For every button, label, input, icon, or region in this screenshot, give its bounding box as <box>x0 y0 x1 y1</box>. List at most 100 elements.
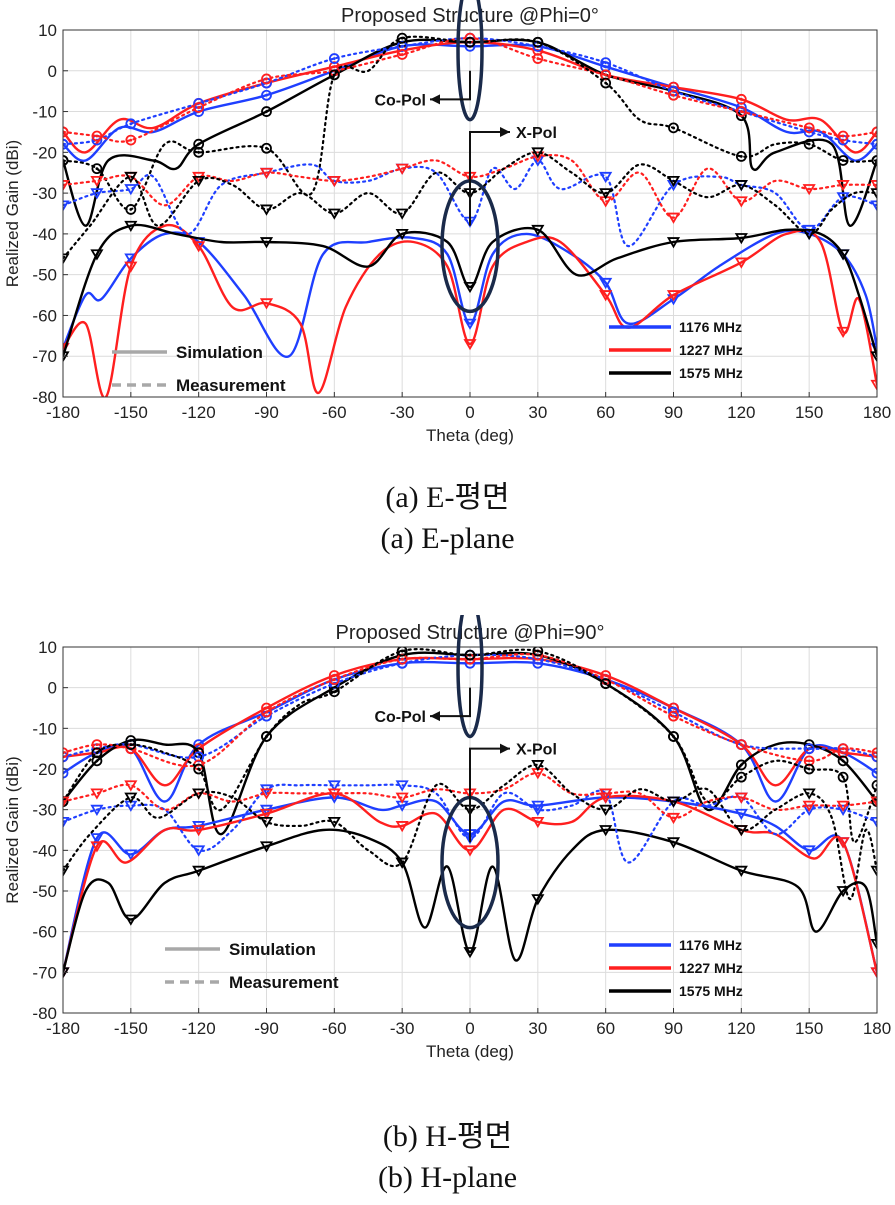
data-point-triangle <box>124 780 138 792</box>
data-point-circle <box>63 747 69 759</box>
series-group <box>63 32 877 397</box>
data-point-triangle <box>192 788 206 800</box>
data-point-circle <box>735 106 747 117</box>
y-tick-label: -30 <box>32 801 57 820</box>
data-point-dot <box>95 751 99 755</box>
data-point-circle <box>803 122 815 134</box>
data-point-circle <box>735 151 747 162</box>
data-point-triangle <box>327 208 341 220</box>
x-pol-arrow <box>469 747 510 843</box>
data-point-triangle <box>599 277 613 290</box>
data-point-circle <box>261 89 272 101</box>
data-point-triangle <box>463 947 477 959</box>
data-point-circle <box>668 89 679 101</box>
y-tick-label: -40 <box>32 225 57 244</box>
data-point-dot <box>468 40 472 44</box>
y-tick-label: -10 <box>32 719 57 738</box>
co-pol-arrow <box>430 687 471 718</box>
y-tick-label: 10 <box>38 21 57 40</box>
series-line-x-meas-blue <box>63 783 877 864</box>
data-point-triangle <box>463 339 477 351</box>
data-point-triangle <box>734 792 748 804</box>
data-point-triangle <box>531 804 545 816</box>
data-point-dot <box>332 73 336 77</box>
data-point-triangle <box>192 241 206 253</box>
data-point-circle <box>125 118 137 130</box>
data-point-dot <box>129 138 133 142</box>
data-point-triangle <box>395 792 409 804</box>
data-point-dot <box>129 122 133 126</box>
data-point-triangle <box>666 837 681 849</box>
data-point-dot <box>807 126 811 130</box>
data-point-triangle <box>666 212 681 224</box>
data-point-triangle <box>395 780 409 792</box>
co-pol-ellipse <box>456 615 484 739</box>
data-point-dot <box>536 57 540 60</box>
co-pol-arrowhead <box>430 94 440 105</box>
x-tick-label: -30 <box>390 1019 415 1038</box>
data-point-dot <box>332 678 336 681</box>
data-point-triangle <box>63 253 70 265</box>
y-tick-label: -70 <box>32 347 57 366</box>
y-tick-label: -40 <box>32 841 57 860</box>
data-point-dot <box>95 743 99 746</box>
x-pol-arrow <box>469 130 510 226</box>
chart-h-plane: -180 -150 -120 -90 -60 -30 0 30 60 90 120 150 180 10 0… <box>3 615 891 1061</box>
data-point-dot <box>265 146 268 150</box>
data-point-circle <box>396 49 408 60</box>
y-tick-label: -50 <box>32 882 57 901</box>
data-point-triangle <box>870 351 877 363</box>
data-point-circle <box>125 204 137 215</box>
data-point-dot <box>95 759 99 763</box>
data-point-triangle <box>259 788 274 800</box>
data-point-circle <box>328 686 340 698</box>
data-point-circle <box>600 77 612 89</box>
data-point-triangle <box>327 816 341 829</box>
chart-panel-e-plane: -180 -150 -120 -90 -60 -30 0 30 60 90 120 150 180 10 0… <box>0 0 895 580</box>
data-point-circle <box>871 767 877 779</box>
data-point-dot <box>197 106 201 109</box>
data-point-triangle <box>63 816 70 829</box>
data-point-triangle <box>90 175 104 188</box>
data-point-dot <box>197 767 201 771</box>
y-tick-label: -20 <box>32 143 57 162</box>
data-point-dot <box>332 57 336 60</box>
x-tick-label: -60 <box>322 403 347 422</box>
data-point-triangle <box>802 228 816 241</box>
data-point-circle <box>63 751 69 763</box>
data-point-circle <box>532 647 544 657</box>
data-point-dot <box>197 755 201 759</box>
data-point-triangle <box>531 151 545 163</box>
data-point-triangle <box>599 188 613 200</box>
data-point-triangle <box>802 788 816 800</box>
data-point-dot <box>400 44 404 48</box>
data-point-triangle <box>599 290 613 302</box>
data-point-triangle <box>836 837 850 849</box>
data-point-dot <box>841 159 845 162</box>
y-tick-label: -50 <box>32 266 57 285</box>
data-point-triangle <box>395 208 409 220</box>
data-point-dot <box>265 110 268 113</box>
data-point-triangle <box>836 800 850 812</box>
data-point-dot <box>841 747 845 751</box>
co-pol-arrowhead <box>430 711 440 722</box>
data-point-triangle <box>259 167 274 179</box>
data-point-triangle <box>63 796 70 808</box>
legend-freq-label: 1575 MHz <box>679 365 743 381</box>
data-point-dot <box>332 690 336 694</box>
data-point-triangle <box>666 812 681 825</box>
x-tick-label: 60 <box>596 1019 615 1038</box>
data-point-triangle <box>666 290 681 302</box>
legend-freq-label: 1176 MHz <box>679 937 742 953</box>
data-point-circle <box>464 36 476 48</box>
data-point-dot <box>197 142 201 146</box>
data-point-circle <box>328 53 340 64</box>
data-point-circle <box>193 102 205 113</box>
caption-en-e-plane: (a) E-plane <box>380 522 515 555</box>
data-point-circle <box>668 710 679 722</box>
data-point-dot <box>672 93 675 97</box>
y-tick-label: -60 <box>32 923 57 942</box>
data-point-circle <box>871 779 877 791</box>
y-axis-label: Realized Gain (dBi) <box>3 756 22 903</box>
data-point-triangle <box>327 780 341 792</box>
